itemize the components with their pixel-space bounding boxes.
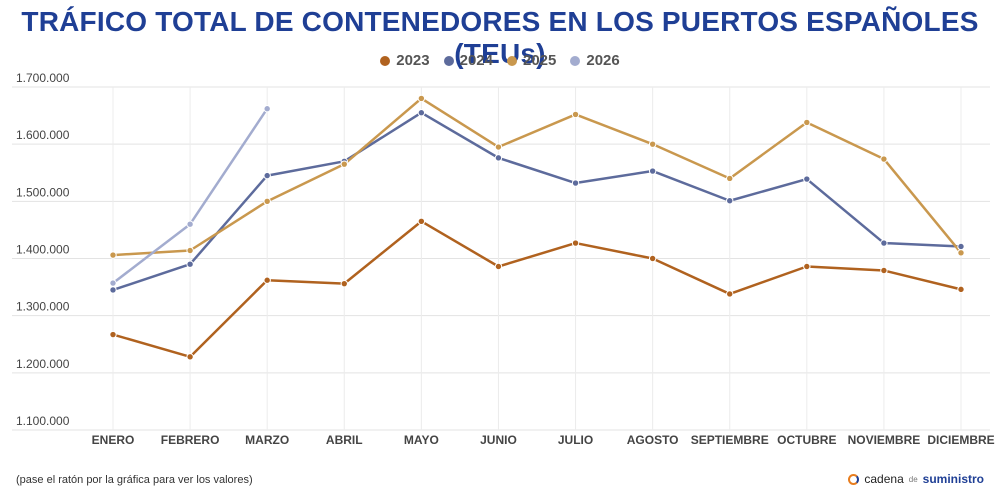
- brand-name-part1: cadena: [864, 472, 904, 486]
- data-point-2023[interactable]: [571, 239, 580, 247]
- x-tick-label: MARZO: [245, 433, 289, 447]
- series-line-2023: [111, 220, 963, 359]
- data-point-2025[interactable]: [726, 174, 734, 183]
- data-point-2024[interactable]: [957, 242, 965, 251]
- data-point-2025[interactable]: [417, 94, 426, 103]
- x-tick-label: DICIEMBRE: [927, 433, 994, 447]
- x-tick-label: JUNIO: [480, 433, 517, 447]
- legend-swatch: [380, 55, 391, 66]
- data-point-2024[interactable]: [109, 286, 117, 294]
- legend-swatch: [507, 55, 517, 66]
- legend-label: 2025: [523, 52, 557, 69]
- legend-item-2026[interactable]: 2026: [570, 52, 620, 69]
- data-point-2023[interactable]: [109, 330, 117, 339]
- data-point-2025[interactable]: [109, 251, 117, 259]
- data-point-2025[interactable]: [340, 160, 348, 168]
- brand-icon: [848, 473, 860, 485]
- data-point-2025[interactable]: [803, 118, 811, 127]
- y-tick-label: 1.100.000: [16, 414, 70, 428]
- data-point-2026[interactable]: [109, 279, 117, 287]
- data-point-2023[interactable]: [648, 254, 657, 263]
- data-point-2025[interactable]: [648, 140, 657, 148]
- x-tick-label: NOVIEMBRE: [848, 433, 921, 447]
- data-point-2024[interactable]: [417, 109, 426, 117]
- x-tick-label: FEBRERO: [161, 433, 220, 447]
- data-point-2025[interactable]: [263, 197, 271, 206]
- data-point-2025[interactable]: [186, 246, 194, 255]
- x-tick-label: ABRIL: [326, 433, 363, 447]
- data-point-2023[interactable]: [726, 290, 734, 298]
- data-point-2023[interactable]: [957, 285, 965, 294]
- data-point-2025[interactable]: [571, 110, 580, 119]
- data-point-2024[interactable]: [186, 260, 194, 268]
- data-point-2026[interactable]: [263, 105, 271, 113]
- y-tick-label: 1.600.000: [16, 128, 70, 142]
- y-tick-label: 1.400.000: [16, 243, 70, 257]
- legend-swatch: [570, 55, 581, 66]
- brand-logo: cadena de suministro: [848, 472, 984, 486]
- data-point-2024[interactable]: [263, 171, 271, 180]
- x-tick-label: AGOSTO: [627, 433, 679, 447]
- x-tick-label: MAYO: [404, 433, 439, 447]
- brand-name-part2: suministro: [922, 472, 984, 486]
- legend-label: 2024: [459, 52, 493, 69]
- legend-label: 2023: [396, 52, 430, 69]
- data-point-2025[interactable]: [494, 143, 503, 151]
- brand-name-de: de: [908, 474, 918, 484]
- data-point-2023[interactable]: [186, 353, 194, 361]
- chart-title: TRÁFICO TOTAL DE CONTENEDORES EN LOS PUE…: [21, 6, 979, 69]
- x-tick-label: SEPTIEMBRE: [691, 433, 769, 447]
- hover-hint: (pase el ratón por la gráfica para ver l…: [16, 474, 253, 486]
- data-point-2023[interactable]: [417, 217, 426, 226]
- data-point-2025[interactable]: [957, 249, 965, 257]
- data-point-2024[interactable]: [571, 179, 580, 187]
- data-point-2025[interactable]: [880, 155, 888, 163]
- legend-item-2024[interactable]: 2024: [443, 52, 493, 69]
- legend-swatch: [443, 55, 454, 66]
- chart-legend: 2023 2024 2025 2026: [0, 52, 1000, 69]
- series-line-2025: [111, 97, 963, 257]
- data-point-2024[interactable]: [726, 197, 734, 205]
- x-tick-label: OCTUBRE: [777, 433, 836, 447]
- data-point-2024[interactable]: [880, 239, 888, 247]
- data-point-2023[interactable]: [494, 262, 503, 271]
- data-point-2023[interactable]: [880, 266, 888, 275]
- data-point-2023[interactable]: [340, 279, 348, 288]
- y-tick-label: 1.200.000: [16, 357, 70, 371]
- legend-label: 2026: [586, 52, 620, 69]
- y-tick-label: 1.500.000: [16, 185, 70, 199]
- y-tick-label: 1.700.000: [16, 71, 70, 85]
- data-point-2024[interactable]: [494, 154, 503, 162]
- legend-item-2023[interactable]: 2023: [380, 52, 430, 69]
- legend-item-2025[interactable]: 2025: [507, 52, 556, 69]
- series-line-2024: [111, 111, 963, 292]
- y-tick-label: 1.300.000: [16, 300, 70, 314]
- data-point-2024[interactable]: [648, 167, 657, 175]
- data-point-2026[interactable]: [186, 220, 194, 228]
- data-point-2023[interactable]: [803, 262, 811, 271]
- x-tick-label: ENERO: [92, 433, 135, 447]
- x-tick-label: JULIO: [558, 433, 593, 447]
- data-point-2024[interactable]: [803, 175, 811, 183]
- data-point-2023[interactable]: [263, 276, 271, 284]
